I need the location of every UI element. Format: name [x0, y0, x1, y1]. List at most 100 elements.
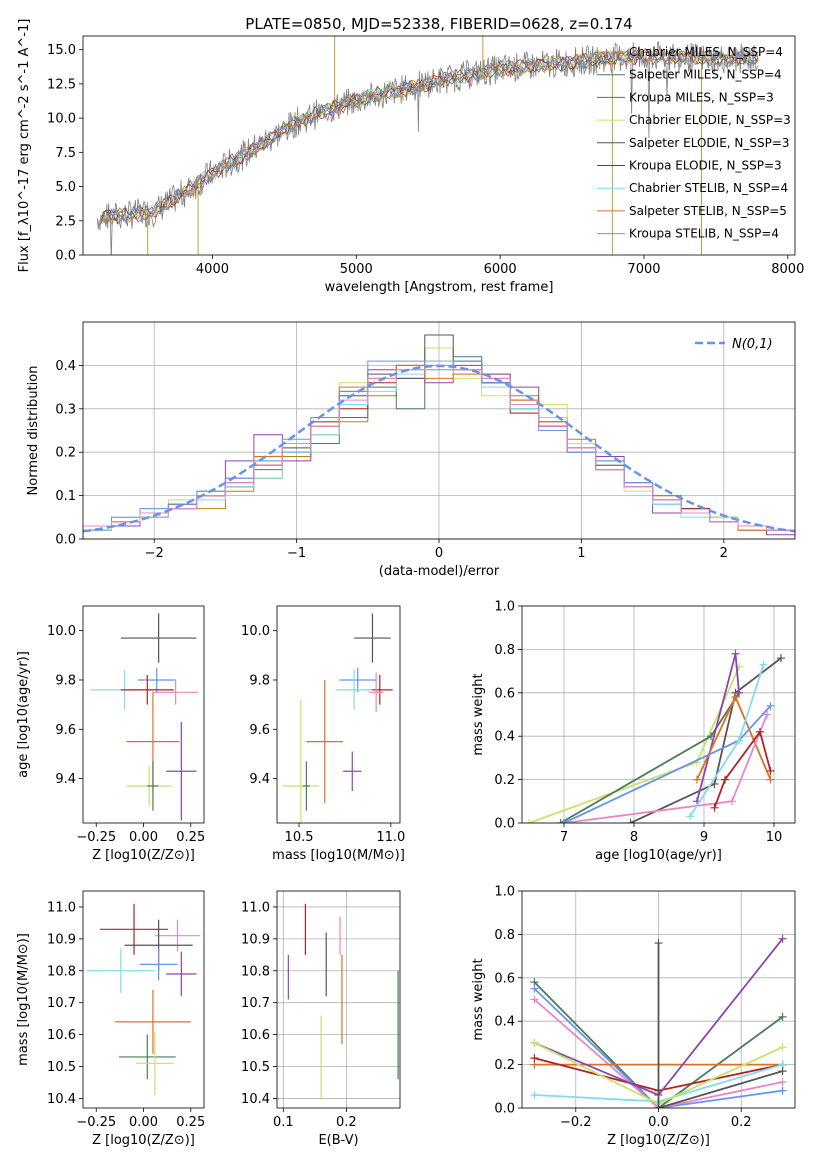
plus-marker: [759, 660, 768, 669]
x-axis-label: (data-model)/error: [379, 564, 500, 579]
y-tick-label: 10.0: [241, 624, 270, 639]
x-axis-label: wavelength [Angstrom, rest frame]: [325, 280, 554, 295]
panel-spectrum: 4000 5000 6000 7000 8000 0.0 2.5 5.0 7.5 10.0 12.5…: [17, 19, 804, 295]
axes-frame: [82, 35, 796, 256]
legend-entry: Kroupa MILES, N_SSP=3: [629, 90, 774, 104]
plus-marker: [731, 693, 740, 702]
x-tick-label: 7000: [627, 262, 660, 277]
plus-marker: [686, 812, 694, 821]
x-tick-label: 7: [560, 830, 568, 845]
y-tick-label: 0.0: [55, 249, 76, 264]
y-tick-label: 0.2: [494, 773, 515, 788]
y-tick-label: 1.0: [494, 885, 515, 900]
plot-area: [90, 613, 199, 821]
x-tick-label: 0.25: [176, 830, 205, 845]
plot-area: [287, 903, 399, 1099]
axes-frame: [82, 890, 205, 1109]
y-tick-label: 0.0: [494, 817, 515, 832]
legend-entry: Salpeter MILES, N_SSP=4: [629, 68, 782, 82]
y-tick-label: 10.0: [47, 624, 76, 639]
mass-weight-series: [657, 943, 783, 1108]
y-tick-label: 9.6: [55, 723, 76, 738]
y-tick-label: 10.0: [47, 112, 76, 127]
y-tick-label: 10.7: [241, 996, 270, 1011]
plus-marker: [560, 819, 568, 823]
x-tick-label: 10.5: [285, 830, 314, 845]
y-tick-label: 0.6: [494, 971, 515, 986]
y-tick-label: 9.6: [249, 723, 270, 738]
panel-age-vs-mass: 10.5 11.0 9.4 9.6 9.8 10.0 mass [log10(M/M⊙)]: [241, 605, 405, 863]
y-tick-label: 10.8: [47, 964, 76, 979]
plot-area: [530, 934, 787, 1108]
y-tick-label: 0.6: [494, 686, 515, 701]
y-tick-label: 0.3: [55, 402, 76, 417]
x-tick-label: 8000: [771, 262, 804, 277]
x-tick-label: −0.25: [76, 1115, 116, 1130]
axes-frame: [276, 890, 401, 1109]
y-tick-label: 10.4: [47, 1092, 76, 1107]
x-tick-label: 0.00: [129, 830, 158, 845]
x-tick-label: −2: [145, 546, 164, 561]
x-tick-label: 11.0: [376, 830, 405, 845]
axes-frame: [82, 605, 205, 824]
x-tick-label: 0: [435, 546, 443, 561]
y-axis-label: Flux [f_λ10^-17 erg cm^-2 s^-1 A^-1]: [17, 19, 32, 273]
y-tick-label: 9.8: [249, 673, 270, 688]
x-tick-label: 9: [700, 830, 708, 845]
mass-weight-series: [533, 981, 784, 1108]
x-tick-label: 5000: [340, 262, 373, 277]
plus-marker: [530, 984, 539, 993]
y-tick-label: 12.5: [47, 77, 76, 92]
plus-marker: [721, 775, 729, 784]
plus-marker: [778, 1067, 787, 1076]
plus-marker: [778, 934, 787, 943]
x-axis-label: Z [log10(Z/Z⊙)]: [92, 848, 195, 863]
x-tick-label: 0.25: [176, 1115, 205, 1130]
plus-marker: [693, 775, 701, 784]
y-tick-label: 0.8: [494, 928, 515, 943]
y-tick-label: 1.0: [494, 600, 515, 615]
plus-marker: [766, 775, 775, 784]
panel-age-vs-z: −0.25 0.00 0.25 9.4 9.6 9.8 10.0 Z [log10(Z/Z⊙)…: [16, 605, 205, 863]
figure-title: PLATE=0850, MJD=52338, FIBERID=0628, z=0…: [245, 15, 632, 33]
y-tick-label: 10.4: [241, 1092, 270, 1107]
legend-entry: Kroupa STELIB, N_SSP=4: [629, 227, 779, 241]
model-spectrum-line: [101, 48, 759, 222]
y-tick-label: 5.0: [55, 180, 76, 195]
plus-marker: [728, 797, 736, 806]
y-axis-label: Normed distribution: [26, 366, 41, 496]
axes-frame: [521, 605, 796, 824]
plus-marker: [525, 819, 533, 823]
plus-marker: [626, 819, 635, 823]
y-tick-label: 10.6: [241, 1028, 270, 1043]
plus-marker: [778, 1043, 787, 1052]
legend-entry: N(0,1): [732, 337, 773, 352]
y-tick-label: 0.0: [55, 533, 76, 548]
mass-weight-series: [713, 729, 772, 809]
plus-marker: [556, 819, 565, 823]
plus-marker: [756, 727, 764, 736]
plus-marker: [766, 701, 775, 710]
plus-marker: [530, 1054, 539, 1063]
y-axis-label: mass weight: [471, 958, 486, 1040]
y-tick-label: 0.0: [494, 1102, 515, 1117]
plot-area: [83, 334, 795, 539]
plus-marker: [778, 1077, 787, 1086]
x-axis-label: Z [log10(Z/Z⊙)]: [607, 1133, 710, 1148]
axes-frame: [82, 321, 796, 540]
x-tick-label: 10: [766, 830, 783, 845]
plus-marker: [777, 654, 785, 663]
plus-marker: [710, 803, 719, 812]
legend-entry: Chabrier ELODIE, N_SSP=3: [629, 113, 791, 127]
legend-entry: Chabrier MILES, N_SSP=4: [629, 45, 783, 59]
x-axis-label: age [log10(age/yr)]: [595, 848, 722, 863]
model-spectrum-line: [101, 49, 759, 224]
y-tick-label: 11.0: [47, 900, 76, 915]
x-axis-label: mass [log10(M/M⊙)]: [272, 848, 405, 863]
y-tick-label: 0.4: [494, 1015, 515, 1030]
plus-marker: [763, 710, 771, 719]
x-tick-label: 0.00: [129, 1115, 158, 1130]
y-tick-label: 10.5: [241, 1060, 270, 1075]
observed-spectrum-line: [97, 40, 759, 255]
